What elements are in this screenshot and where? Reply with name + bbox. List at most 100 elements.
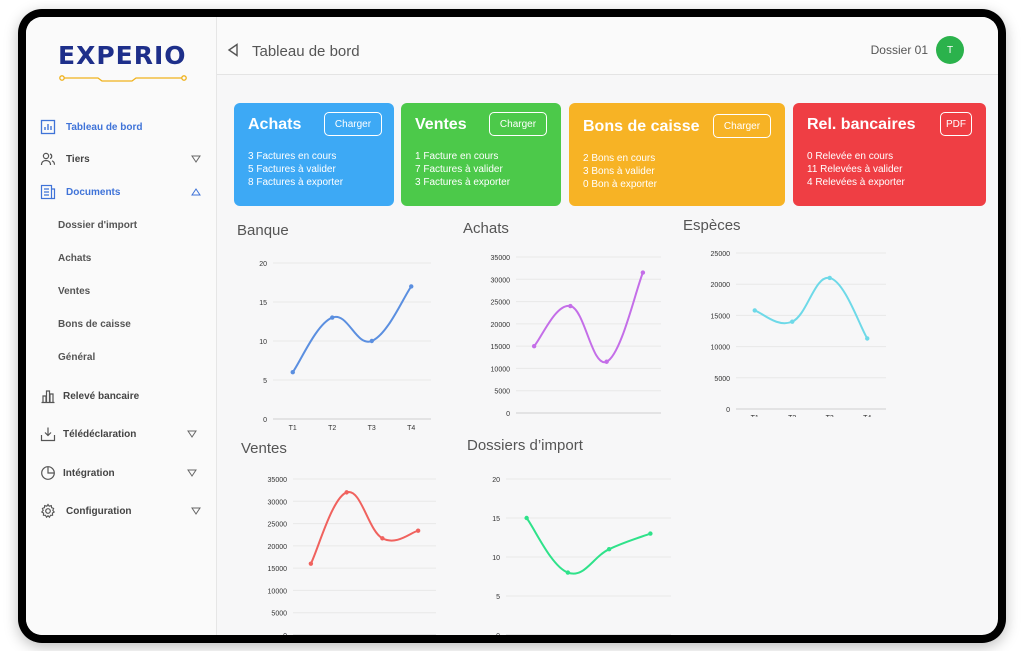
charger-button[interactable]: Charger bbox=[324, 112, 382, 136]
gear-icon bbox=[40, 503, 56, 519]
chart-title-especes: Espèces bbox=[683, 217, 741, 234]
chart-title-achats: Achats bbox=[463, 220, 509, 237]
folder-selector[interactable]: Dossier 01 bbox=[870, 43, 928, 57]
card-line: 2 Bons en cours bbox=[583, 153, 656, 164]
data-point[interactable] bbox=[640, 270, 646, 275]
bank-statement-icon bbox=[41, 390, 55, 404]
card-line: 3 Bons à valider bbox=[583, 166, 655, 177]
y-tick-label: 15 bbox=[492, 516, 500, 523]
y-tick-label: 10 bbox=[259, 339, 267, 346]
card-lines: 1 Facture en cours 7 Factures à valider … bbox=[415, 150, 510, 189]
data-point[interactable] bbox=[290, 370, 295, 375]
sidebar-subitem-achats[interactable]: Achats bbox=[58, 253, 92, 264]
card-line: 7 Factures à valider bbox=[415, 164, 503, 175]
y-tick-label: 30000 bbox=[491, 277, 511, 284]
data-point[interactable] bbox=[865, 336, 870, 341]
sidebar-subitem-general[interactable]: Général bbox=[58, 352, 96, 363]
chevron-down-icon[interactable] bbox=[187, 469, 197, 477]
data-point[interactable] bbox=[369, 338, 374, 344]
sidebar-item-tiers[interactable]: Tiers bbox=[26, 148, 217, 170]
y-tick-label: 15000 bbox=[711, 313, 731, 320]
data-point[interactable] bbox=[565, 570, 571, 575]
data-point[interactable] bbox=[648, 531, 653, 536]
download-icon bbox=[40, 427, 56, 442]
card-lines: 0 Relevée en cours 11 Relevées à valider… bbox=[807, 150, 905, 189]
charger-button[interactable]: Charger bbox=[489, 112, 547, 136]
y-tick-label: 10000 bbox=[268, 588, 288, 595]
chart-achats: 05000100001500020000250003000035000T1T2T… bbox=[491, 255, 661, 418]
sidebar-item-configuration[interactable]: Configuration bbox=[26, 500, 217, 522]
y-tick-label: 5000 bbox=[271, 611, 287, 618]
series-line bbox=[525, 517, 651, 575]
chart-especes: 0 5000 10000 15000 20000 25000 T1 T2 T3 T4 bbox=[711, 251, 886, 417]
pie-chart-icon bbox=[41, 466, 55, 480]
sidebar-item-integration[interactable]: Intégration bbox=[26, 462, 217, 484]
chevron-down-icon[interactable] bbox=[191, 155, 201, 163]
card-line: 3 Factures en cours bbox=[248, 151, 337, 162]
charger-button[interactable]: Charger bbox=[713, 114, 771, 138]
card-title: Bons de caisse bbox=[583, 118, 700, 135]
y-tick-label: 25000 bbox=[268, 522, 288, 529]
x-tick-label: T1 bbox=[751, 415, 759, 417]
y-tick-label: 30000 bbox=[268, 499, 288, 506]
logo: EXPERIO bbox=[58, 41, 188, 89]
y-tick-label: 20 bbox=[492, 477, 500, 484]
sidebar-subitem-bons-de-caisse[interactable]: Bons de caisse bbox=[58, 319, 131, 330]
app-screen: EXPERIO Tableau de bord bbox=[26, 17, 998, 635]
chevron-up-icon[interactable] bbox=[191, 188, 201, 196]
data-point[interactable] bbox=[330, 315, 335, 320]
card-line: 0 Relevée en cours bbox=[807, 151, 894, 162]
users-icon bbox=[40, 152, 56, 166]
y-tick-label: 20000 bbox=[491, 322, 511, 329]
x-tick-label: T2 bbox=[328, 425, 336, 430]
y-tick-label: 15000 bbox=[491, 344, 511, 351]
card-bons-de-caisse: Bons de caisse Charger 2 Bons en cours 3… bbox=[569, 103, 785, 206]
sidebar-item-tableau-de-bord[interactable]: Tableau de bord bbox=[26, 116, 217, 138]
sidebar-item-documents[interactable]: Documents bbox=[26, 181, 217, 203]
data-point[interactable] bbox=[308, 561, 314, 566]
card-line: 0 Bon à exporter bbox=[583, 179, 657, 190]
sidebar-item-label: Télédéclaration bbox=[63, 428, 137, 440]
chart-title-banque: Banque bbox=[237, 222, 289, 239]
avatar[interactable]: T bbox=[936, 36, 964, 64]
y-tick-label: 0 bbox=[496, 633, 500, 635]
y-tick-label: 20 bbox=[259, 261, 267, 268]
chart-title-ventes: Ventes bbox=[241, 440, 287, 457]
data-point[interactable] bbox=[752, 308, 757, 313]
x-tick-label: T4 bbox=[407, 425, 415, 430]
data-point[interactable] bbox=[409, 284, 414, 289]
data-point[interactable] bbox=[415, 528, 421, 533]
sidebar-item-releve-bancaire[interactable]: Relevé bancaire bbox=[26, 385, 217, 407]
y-tick-label: 15 bbox=[259, 300, 267, 307]
data-point[interactable] bbox=[568, 303, 573, 309]
series-line bbox=[291, 285, 413, 373]
sidebar-item-teledeclaration[interactable]: Télédéclaration bbox=[26, 423, 217, 445]
back-triangle-icon[interactable] bbox=[227, 43, 239, 57]
data-point[interactable] bbox=[606, 547, 612, 552]
x-tick-label: T1 bbox=[289, 425, 297, 430]
data-point[interactable] bbox=[524, 515, 529, 521]
data-point[interactable] bbox=[531, 343, 537, 349]
y-tick-label: 0 bbox=[726, 407, 730, 414]
chevron-down-icon[interactable] bbox=[191, 507, 201, 515]
y-tick-label: 0 bbox=[263, 417, 267, 424]
card-ventes: Ventes Charger 1 Facture en cours 7 Fact… bbox=[401, 103, 561, 206]
x-tick-label: T3 bbox=[826, 415, 834, 417]
data-point[interactable] bbox=[344, 490, 349, 495]
sidebar-subitem-dossier-import[interactable]: Dossier d'import bbox=[58, 220, 138, 231]
logo-text: EXPERIO bbox=[58, 41, 187, 70]
pdf-button[interactable]: PDF bbox=[940, 112, 972, 136]
card-lines: 3 Factures en cours 5 Factures à valider… bbox=[248, 150, 343, 189]
card-lines: 2 Bons en cours 3 Bons à valider 0 Bon à… bbox=[583, 152, 657, 191]
data-point[interactable] bbox=[790, 319, 795, 324]
data-point[interactable] bbox=[604, 359, 609, 364]
data-point[interactable] bbox=[827, 275, 832, 281]
series-line bbox=[533, 272, 644, 363]
data-point[interactable] bbox=[380, 536, 385, 541]
chevron-down-icon[interactable] bbox=[187, 430, 197, 438]
sidebar-subitem-ventes[interactable]: Ventes bbox=[58, 286, 91, 297]
series-line bbox=[309, 491, 419, 565]
card-title: Rel. bancaires bbox=[807, 116, 916, 133]
sidebar-item-label: Intégration bbox=[63, 467, 115, 479]
